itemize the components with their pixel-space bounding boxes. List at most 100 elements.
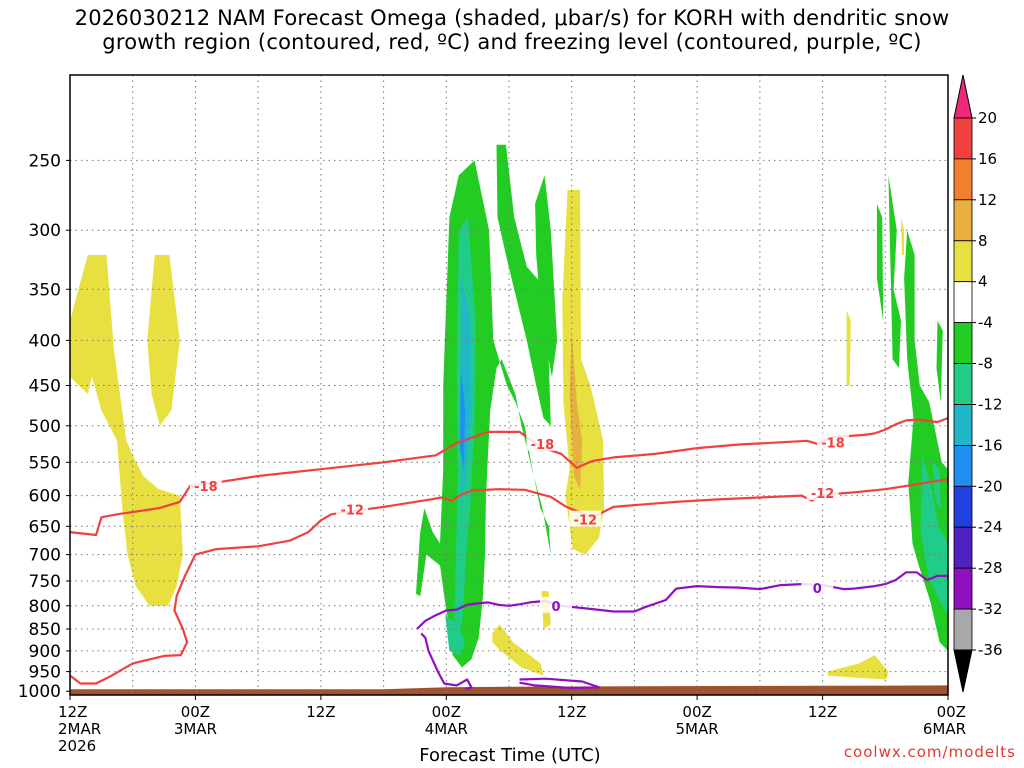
- colorbar-bottom-arrow: [953, 649, 973, 693]
- contour-label-bg-freezing-level-0-1: [801, 579, 834, 596]
- omega-region-green-column-upper: [496, 144, 551, 426]
- contour-label-dgz-minus18-1: -18: [531, 438, 555, 453]
- colorbar-label-6: -8: [978, 355, 993, 373]
- y-tick-label-1000: 1000: [18, 682, 61, 702]
- omega-region-teal-east-small: [932, 462, 941, 509]
- contour-label-bg-dgz-minus12-0: [336, 500, 369, 517]
- contour-label-dgz-minus12-2: -12: [811, 487, 835, 502]
- colorbar-top-arrow: [953, 74, 973, 119]
- colorbar-label-0: 20: [978, 109, 997, 127]
- x-tick-label-24-0: 12Z: [306, 703, 335, 721]
- colorbar-label-9: -20: [978, 477, 1003, 495]
- omega-region-green-column-main: [416, 160, 551, 668]
- contour-label-bg-freezing-level-0-0: [540, 596, 572, 613]
- colorbar-label-3: 8: [978, 232, 988, 250]
- x-tick-label-48-0: 12Z: [557, 703, 586, 721]
- x-tick-label-36-1: 4MAR: [425, 720, 468, 738]
- colorbar-label-12: -32: [978, 600, 1003, 618]
- y-tick-label-550: 550: [29, 453, 61, 473]
- y-tick-label-950: 950: [29, 663, 61, 683]
- terrain-fill: [70, 685, 948, 695]
- y-tick-label-850: 850: [29, 620, 61, 640]
- colorbar-label-2: 12: [978, 191, 997, 209]
- contour-label-bg-dgz-minus12-2: [806, 484, 839, 501]
- contour-label-bg-dgz-minus18-0: [189, 476, 222, 493]
- colorbar-band-10: [953, 526, 973, 569]
- x-tick-label-84-0: 00Z: [937, 703, 966, 721]
- x-tick-label-36-0: 00Z: [432, 703, 461, 721]
- colorbar-band-7: [953, 404, 973, 446]
- y-tick-label-650: 650: [29, 517, 61, 537]
- y-tick-label-450: 450: [29, 377, 61, 397]
- colorbar-band-12: [953, 608, 973, 651]
- omega-region-yellow-east-1: [846, 310, 851, 386]
- omega-region-green-east-4: [936, 320, 943, 403]
- x-tick-label-12-1: 3MAR: [174, 720, 217, 738]
- contour-label-bg-dgz-minus12-1: [569, 510, 602, 527]
- omega-region-blue-core: [459, 368, 466, 470]
- colorbar-band-2: [953, 199, 973, 242]
- omega-shading: [70, 144, 948, 680]
- colorbar-label-13: -36: [978, 641, 1003, 659]
- colorbar-label-5: -4: [978, 314, 993, 332]
- omega-region-orange-sink-core: [569, 330, 583, 490]
- x-tick-label-0-1: 2MAR: [58, 720, 101, 738]
- contour-labels: -18 -18 -18 -12 -12 -12 0 0: [189, 433, 849, 615]
- chart-title-line-2: growth region (contoured, red, ºC) and f…: [102, 30, 922, 54]
- x-tick-label-60-0: 00Z: [682, 703, 711, 721]
- omega-region-yellow-sink-1200: [562, 189, 605, 555]
- chart-title: 2026030212 NAM Forecast Omega (shaded, μ…: [0, 6, 1024, 54]
- y-tick-label-300: 300: [29, 221, 61, 241]
- x-tick-label-0-2: 2026: [58, 737, 96, 755]
- y-tick-label-800: 800: [29, 597, 61, 617]
- colorbar-band-6: [953, 363, 973, 405]
- colorbar-label-7: -12: [978, 396, 1003, 414]
- contour-label-dgz-minus18-2: -18: [821, 436, 845, 451]
- y-axis: 2503003504004505005506006507007508008509…: [18, 151, 70, 702]
- omega-region-yellow-east-2: [901, 217, 905, 255]
- colorbar-band-0: [953, 117, 973, 160]
- y-tick-label-500: 500: [29, 417, 61, 437]
- x-tick-label-84-1: 6MAR: [923, 720, 966, 738]
- colorbar-band-4: [953, 281, 973, 324]
- contour-label-dgz-minus18-0: -18: [194, 480, 218, 495]
- contour-label-dgz-minus12-1: -12: [574, 514, 598, 529]
- contour-label-dgz-minus12-0: -12: [340, 503, 364, 518]
- contour-dgz-minus18: [70, 417, 948, 537]
- contour-label-bg-dgz-minus18-1: [526, 434, 559, 451]
- contour-label-bg-dgz-minus18-2: [817, 433, 849, 450]
- y-tick-label-250: 250: [29, 151, 61, 171]
- omega-region-teal-core-lower: [445, 615, 466, 656]
- colorbar-label-11: -28: [978, 559, 1003, 577]
- contour-freezing-level-0-lower: [420, 632, 473, 691]
- omega-region-green-column-mid: [535, 175, 558, 377]
- omega-region-yellow-rise-west: [70, 254, 183, 606]
- omega-region-green-east-2: [888, 175, 901, 369]
- colorbar-label-4: 4: [978, 273, 988, 291]
- colorbar-label-1: 16: [978, 150, 997, 168]
- x-tick-label-72-0: 12Z: [808, 703, 837, 721]
- contours: [70, 417, 948, 691]
- y-tick-label-700: 700: [29, 546, 61, 566]
- colorbar-label-8: -16: [978, 436, 1003, 454]
- colorbar-band-5: [953, 322, 973, 364]
- colorbar: 20 16 12 8 4 -4 -8 -12 -16 -20 -24 -28 -32 -36: [953, 74, 1003, 693]
- colorbar-band-8: [953, 444, 973, 487]
- x-axis-title: Forecast Time (UTC): [419, 745, 601, 766]
- y-tick-label-600: 600: [29, 487, 61, 507]
- x-tick-label-0-0: 12Z: [58, 703, 87, 721]
- colorbar-band-9: [953, 485, 973, 528]
- omega-region-yellow-sink-lower: [492, 624, 544, 676]
- colorbar-band-1: [953, 158, 973, 201]
- y-tick-label-750: 750: [29, 572, 61, 592]
- terrain-area: [70, 685, 948, 695]
- x-tick-label-12-0: 00Z: [181, 703, 210, 721]
- y-tick-label-900: 900: [29, 642, 61, 662]
- y-tick-label-350: 350: [29, 280, 61, 300]
- credit-text: coolwx.com/modelts: [843, 743, 1016, 761]
- contour-freezing-level-0-blob: [519, 677, 601, 690]
- colorbar-band-3: [953, 240, 973, 283]
- omega-region-yellow-east-3: [827, 655, 889, 680]
- omega-region-green-east-1: [876, 203, 884, 321]
